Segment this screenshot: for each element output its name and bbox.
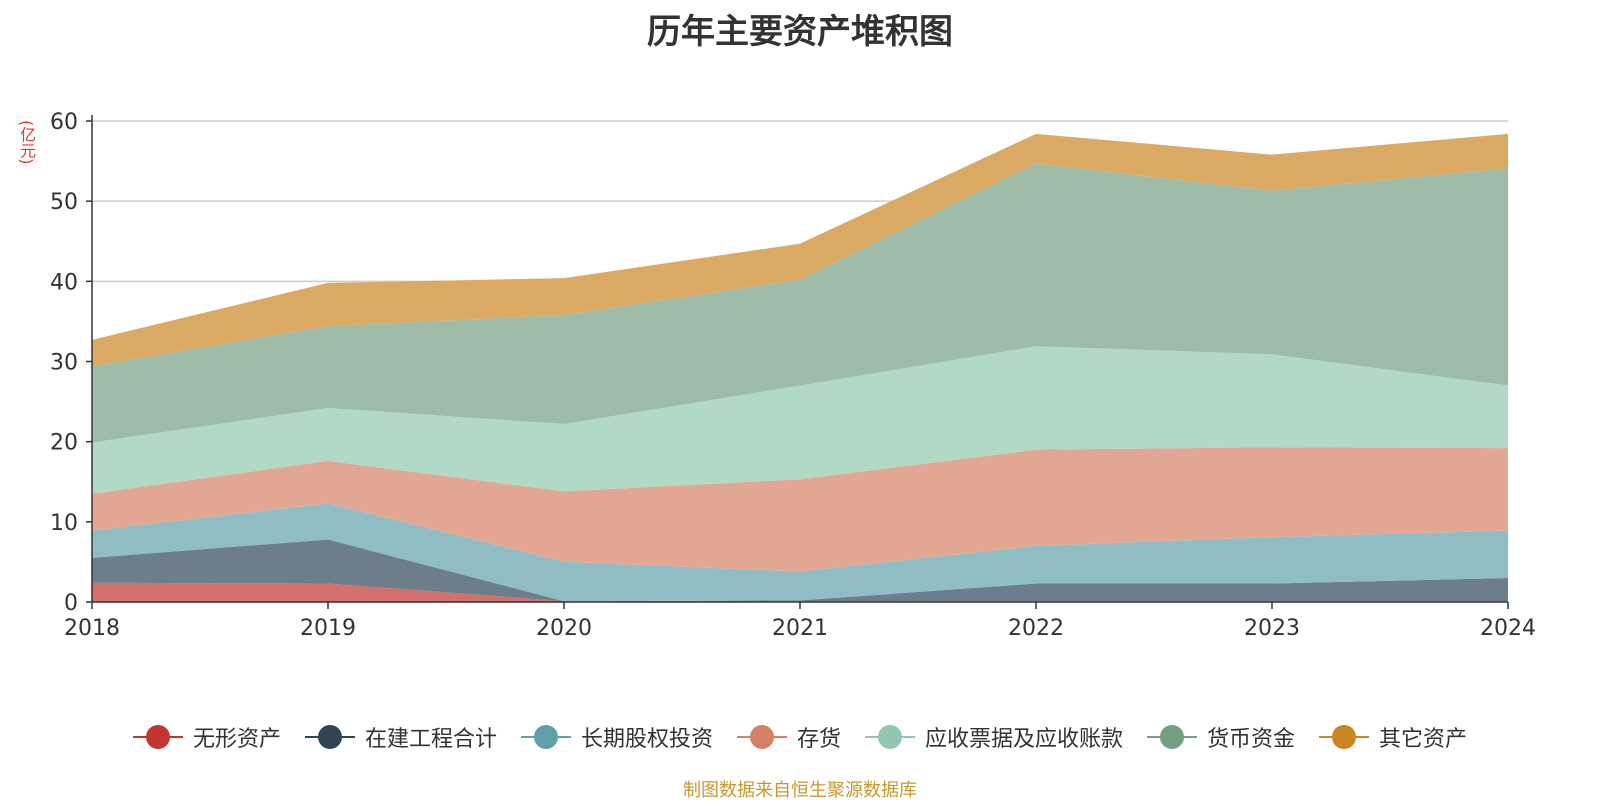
x-tick-label-2021: 2021 [772, 616, 828, 641]
y-tick-label-30: 30 [50, 351, 78, 376]
legend-item[interactable]: 应收票据及应收账款 [865, 721, 1123, 753]
legend-item[interactable]: 无形资产 [132, 721, 281, 753]
y-tick-label-0: 0 [64, 591, 78, 616]
legend-marker [304, 724, 355, 750]
x-tick-label-2019: 2019 [300, 616, 356, 641]
legend-label: 无形资产 [192, 727, 281, 752]
legend-label: 长期股权投资 [580, 727, 713, 752]
y-tick-label-40: 40 [50, 270, 78, 295]
legend-label: 货币资金 [1207, 727, 1296, 752]
legend-label: 其它资产 [1379, 727, 1468, 752]
x-tick-label-2020: 2020 [536, 616, 592, 641]
area-series-6[interactable] [92, 133, 1508, 367]
legend-marker [736, 724, 787, 750]
legend-item[interactable]: 其它资产 [1319, 721, 1467, 753]
y-tick-label-50: 50 [50, 190, 78, 215]
source-note: 制图数据来自恒生聚源数据库 [683, 780, 917, 801]
x-tick-label-2024: 2024 [1480, 616, 1536, 641]
legend-marker [1147, 724, 1198, 750]
x-tick-label-2023: 2023 [1244, 616, 1300, 641]
legend-label: 存货 [796, 727, 841, 752]
legend-item[interactable]: 存货 [736, 721, 841, 753]
legend-item[interactable]: 长期股权投资 [520, 721, 713, 753]
legend-marker [1319, 724, 1370, 750]
y-tick-label-10: 10 [50, 511, 78, 536]
axes: 0 10 20 30 40 50 60 2018 2019 2020 2021 2022 2023 202… [50, 110, 1536, 641]
area-series-1[interactable] [92, 539, 1508, 602]
legend-item[interactable]: 货币资金 [1147, 721, 1295, 753]
x-tick-label-2018: 2018 [64, 616, 120, 641]
area-series-4[interactable] [92, 346, 1508, 494]
legend-marker [520, 724, 571, 750]
x-tick-label-2022: 2022 [1008, 616, 1064, 641]
area-series-3[interactable] [92, 447, 1508, 572]
legend-marker [865, 724, 915, 750]
y-axis-unit-label: (亿元) [17, 120, 36, 165]
legend: 无形资产 在建工程合计 长期股权投资 存货 应收票据及应收账款 货币资金 其它资产 [0, 722, 1600, 752]
chart-title: 历年主要资产堆积图 [647, 12, 953, 52]
legend-label: 在建工程合计 [364, 727, 497, 752]
y-tick-label-20: 20 [50, 431, 78, 456]
area-series-2[interactable] [92, 503, 1508, 602]
area-series-5[interactable] [92, 163, 1508, 443]
area-series-0[interactable] [92, 582, 1508, 602]
area-series [92, 133, 1508, 602]
legend-label: 应收票据及应收账款 [925, 727, 1124, 752]
y-tick-label-60: 60 [50, 110, 78, 135]
legend-item[interactable]: 在建工程合计 [304, 721, 497, 753]
legend-marker [132, 724, 183, 750]
